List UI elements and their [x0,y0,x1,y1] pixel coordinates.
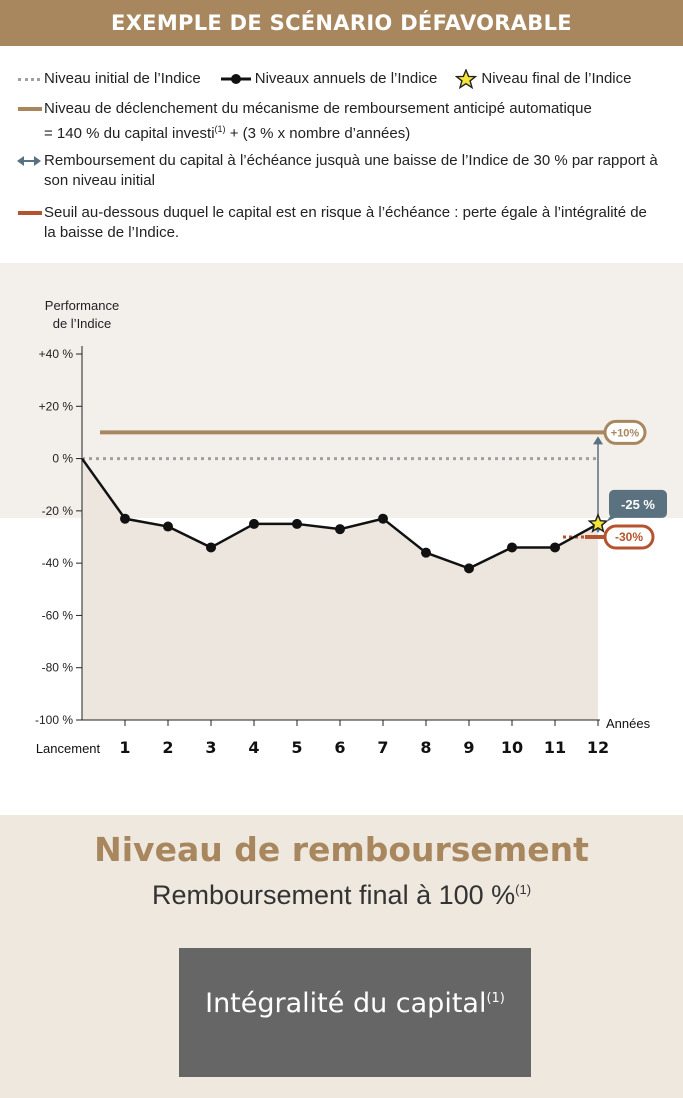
legend-final: Niveau final de l’Indice [481,70,632,87]
series-point [292,518,302,529]
payout-subtitle: Remboursement final à 100 %(1) [0,880,683,911]
y-tick-label: -80 % [42,661,74,675]
x-tick-label: 8 [420,738,431,757]
x-tick-label: 7 [377,738,388,757]
series-point [550,542,560,553]
series-point [464,563,474,574]
chart-top-band [0,263,683,273]
legend-protection-line1: Remboursement du capital à l’échéance ju… [44,152,658,169]
line-dot-icon [219,69,255,89]
legend-trigger-sup: (1) [214,124,226,134]
y-tick-label: -20 % [42,504,74,518]
legend-risk-line1: Seuil au-dessous duquel le capital est e… [44,204,647,221]
legend-initial: Niveau initial de l’Indice [44,70,201,87]
payout-subtitle-text: Remboursement final à 100 % [151,880,516,910]
series-area [82,458,598,720]
x-tick-label: Lancement [36,741,101,756]
series-point [163,521,173,532]
performance-chart: Performance de l’Indice +40 % +20 % 0 % -20 %… [0,273,683,793]
final-value-callout [609,489,667,518]
payout-box-text: Intégralité du capital [205,988,487,1019]
y-tick-label: -100 % [35,713,73,727]
x-tick-label: 2 [162,738,173,757]
legend-row-1: Niveau initial de l’Indice Niveaux annue… [16,68,632,90]
legend-trigger-line1: Niveau de déclenchement du mécanisme de … [44,100,592,117]
series-point [120,513,130,524]
y-tick-label: -40 % [42,556,74,570]
final-level-star [587,512,609,533]
x-axis-title: Années [606,716,651,731]
banner-title: EXEMPLE DE SCÉNARIO DÉFAVORABLE [111,11,572,35]
star-icon [454,68,481,90]
y-tick-label: +40 % [39,347,74,361]
payout-subtitle-sup: (1) [515,882,532,897]
risk-badge [603,524,655,550]
scenario-banner: EXEMPLE DE SCÉNARIO DÉFAVORABLE [0,0,683,46]
x-tick-label: 1 [119,738,130,757]
series-point [507,542,517,553]
legend-row-2: Niveau de déclenchement du mécanisme de … [16,99,592,144]
x-tick-label: 3 [205,738,216,757]
chart-band [0,273,683,518]
legend-risk-line2: la baisse de l’Indice. [44,224,180,241]
final-value-callout-pointer [606,513,624,522]
x-tick-label: 4 [248,738,259,757]
x-tick-label: 10 [501,738,523,757]
protection-arrow-up [593,436,603,445]
series-point [421,547,431,558]
legend-protection-line2: son niveau initial [44,172,155,189]
double-arrow-icon [16,151,44,171]
legend-trigger-line2b: + (3 % x nombre d’années) [225,125,411,142]
legend-trigger-line2a: = 140 % du capital investi [44,125,215,142]
y-tick-label: -60 % [42,608,74,622]
trigger-badge-label: +10% [611,427,640,439]
legend-row-3: Remboursement du capital à l’échéance ju… [16,151,658,191]
x-tick-label: 9 [463,738,474,757]
payout-box-sup: (1) [486,991,505,1006]
y-axis-title-line1: Performance [45,298,119,313]
x-tick-label: 12 [587,738,609,757]
y-axis-title-line2: de l’Indice [53,316,112,331]
final-value-label: -25 % [621,497,655,512]
red-line-icon [16,203,44,223]
series-point [378,513,388,524]
trigger-badge [603,419,647,445]
series-point [206,542,216,553]
y-tick-label: +20 % [39,399,74,413]
risk-badge-label: -30% [615,530,643,544]
x-tick-label: 11 [544,738,566,757]
series-point [249,518,259,529]
payout-box: Intégralité du capital(1) [179,948,531,1077]
legend-row-4: Seuil au-dessous duquel le capital est e… [16,203,647,243]
series-point [335,524,345,535]
payout-box-label: Intégralité du capital(1) [205,988,505,1019]
payout-title: Niveau de remboursement [94,830,589,869]
x-tick-label: 6 [334,738,345,757]
x-tick-label: 5 [291,738,302,757]
tan-line-icon [16,99,44,119]
dotted-line-icon [16,69,44,89]
y-tick-label: 0 % [52,452,73,466]
legend-annual: Niveaux annuels de l’Indice [254,70,438,87]
